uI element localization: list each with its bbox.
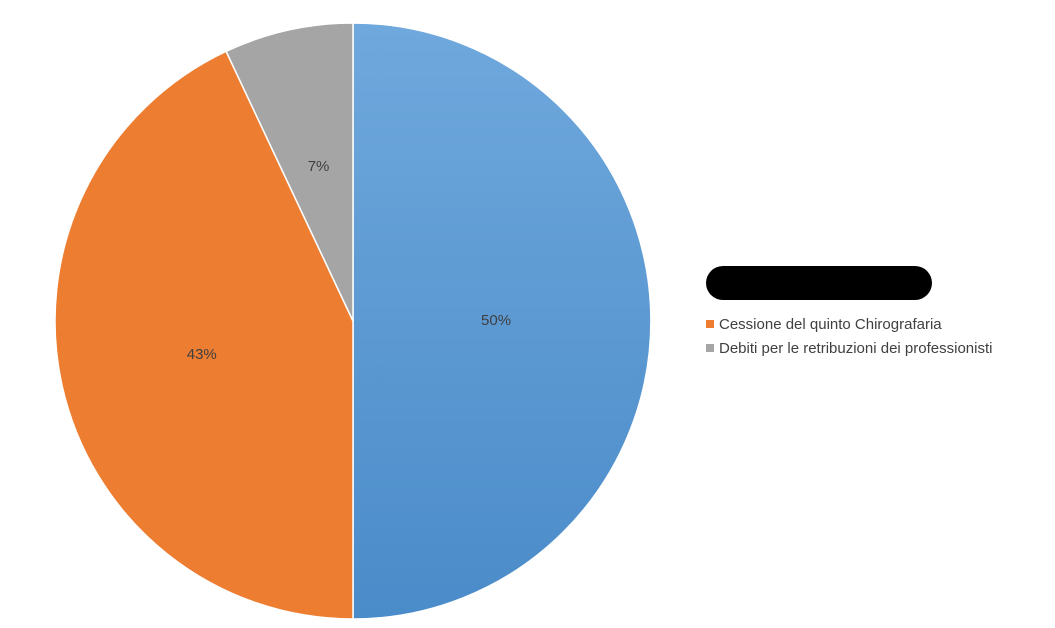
- legend-label-debiti: Debiti per le retribuzioni dei professio…: [719, 339, 993, 357]
- legend-swatch-orange: [706, 320, 714, 328]
- pie-label-50: 50%: [481, 312, 511, 329]
- legend-item-debiti: Debiti per le retribuzioni dei professio…: [706, 336, 1051, 360]
- pie-label-debiti: 7%: [308, 158, 330, 175]
- pie-label-cessione: 43%: [187, 346, 217, 363]
- pie-slice-cessione: [54, 50, 354, 620]
- pie-slice-50: [352, 22, 652, 620]
- legend-swatch-gray: [706, 344, 714, 352]
- legend-label-cessione: Cessione del quinto Chirografaria: [719, 315, 942, 333]
- legend-item-cessione: Cessione del quinto Chirografaria: [706, 312, 1051, 336]
- legend: Cessione del quinto Chirografaria Debiti…: [706, 266, 1051, 360]
- pie-slice-debiti: [225, 22, 354, 322]
- legend-redacted-entry: [706, 266, 932, 300]
